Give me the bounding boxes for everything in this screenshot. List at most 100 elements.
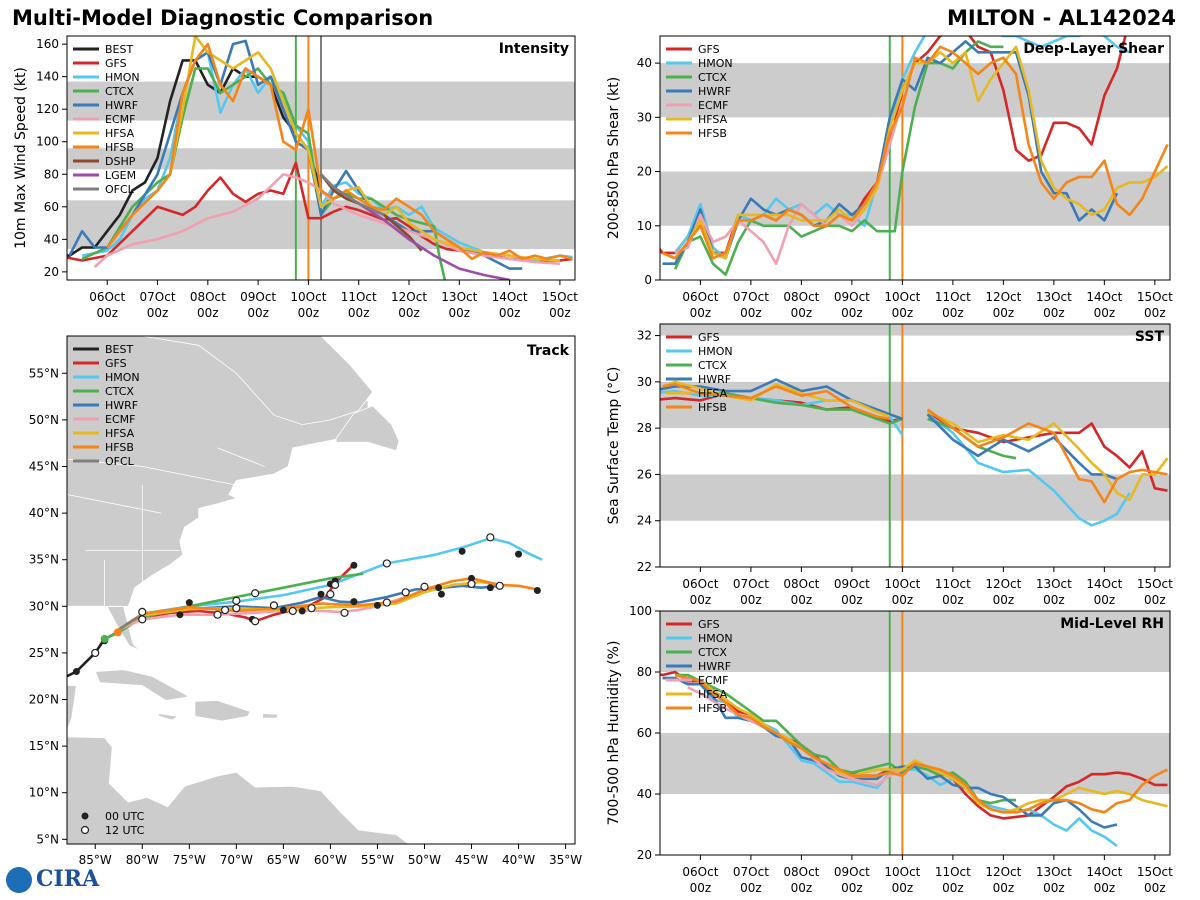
x-tick-label-hour: 00z <box>841 593 863 607</box>
marker-12utc <box>307 604 316 613</box>
series-line-hfsb <box>661 45 1169 260</box>
marker-12utc <box>251 589 260 598</box>
x-tick-label-hour: 00z <box>993 593 1015 607</box>
x-tick-label: 14Oct <box>1086 290 1122 304</box>
rh-band-1 <box>660 611 1170 672</box>
marker-00utc <box>437 590 445 598</box>
legend-label: HWRF <box>105 399 138 412</box>
y-tick-label: 40 <box>637 787 652 801</box>
x-tick-label: 11Oct <box>341 290 377 304</box>
x-tick-label-hour: 00z <box>499 306 521 320</box>
legend-label: ECMF <box>698 674 728 687</box>
marker-12utc <box>232 596 241 605</box>
sst-band-1 <box>660 381 1170 429</box>
y-tick-label: 40 <box>637 56 652 70</box>
series-line-ecmf <box>93 173 560 268</box>
x-tick-label-hour: 00z <box>791 593 813 607</box>
land-8 <box>67 685 410 844</box>
legend-label: DSHP <box>105 155 136 168</box>
marker-12utc <box>331 580 340 589</box>
marker-00utc <box>486 584 494 592</box>
marker-00utc <box>435 584 443 592</box>
x-tick-label: 50°W <box>408 853 441 867</box>
x-tick-label: 06Oct <box>682 865 718 879</box>
y-tick-label: 10°N <box>29 786 59 800</box>
x-tick-label: 60°W <box>314 853 347 867</box>
x-tick-label: 13Oct <box>1036 290 1072 304</box>
y-axis-label: 10m Max Wind Speed (kt) <box>13 67 29 249</box>
y-tick-label: 160 <box>36 37 59 51</box>
marker-00utc <box>72 668 80 676</box>
x-tick-label: 12Oct <box>985 290 1021 304</box>
marker-12utc <box>213 610 222 619</box>
x-tick-label-hour: 00z <box>892 306 914 320</box>
y-tick-label: 80 <box>637 665 652 679</box>
series-line-hfsa <box>674 673 1168 814</box>
legend-label: CTCX <box>698 71 727 84</box>
x-tick-label: 14Oct <box>492 290 528 304</box>
legend-marker-00 <box>81 812 89 820</box>
x-tick-label: 07Oct <box>733 577 769 591</box>
sst-frame <box>659 323 1171 568</box>
x-tick-label-hour: 00z <box>892 881 914 895</box>
x-tick-label-hour: 00z <box>549 306 571 320</box>
x-tick-label-hour: 00z <box>841 881 863 895</box>
marker-12utc <box>288 606 297 616</box>
y-tick-label: 32 <box>637 329 652 343</box>
legend-label: HMON <box>698 345 733 358</box>
x-tick-label: 13Oct <box>1036 865 1072 879</box>
track-panel: 85°W 80°W 75°W 70°W 65°W 60°W 55°W 50°W 45°W 40°W… <box>29 335 582 867</box>
x-tick-label-hour: 00z <box>449 306 471 320</box>
panel-title: Intensity <box>499 41 569 57</box>
legend-label: HFSB <box>105 441 134 454</box>
legend-label: LGEM <box>105 169 136 182</box>
legend-label: HFSA <box>105 127 135 140</box>
y-tick-label: 28 <box>637 421 652 435</box>
y-tick-label: 100 <box>36 135 59 149</box>
marker-00utc <box>533 586 541 594</box>
y-tick-label: 60 <box>637 726 652 740</box>
x-tick-label-hour: 00z <box>690 593 712 607</box>
x-tick-label-hour: 00z <box>147 306 169 320</box>
x-tick-label: 11Oct <box>935 290 971 304</box>
x-tick-label: 08Oct <box>190 290 226 304</box>
y-tick-label: 5°N <box>36 832 59 846</box>
marker-12utc <box>340 608 349 617</box>
legend-label: HWRF <box>698 660 731 673</box>
y-tick-label: 30 <box>637 375 652 389</box>
y-tick-label: 15°N <box>29 739 59 753</box>
x-tick-label: 85°W <box>79 853 112 867</box>
panel-title: Deep-Layer Shear <box>1023 41 1164 57</box>
land-6 <box>157 713 180 721</box>
marker-hfsb <box>113 628 122 637</box>
track-line-hfsa <box>118 580 500 631</box>
y-tick-label: 26 <box>637 467 652 481</box>
y-tick-label: 40 <box>44 232 59 246</box>
marker-12utc <box>382 598 391 607</box>
intensity-series <box>67 36 573 280</box>
y-tick-label: 0 <box>644 273 652 287</box>
legend-label: HFSA <box>698 387 728 400</box>
x-tick-label-hour: 00z <box>740 881 762 895</box>
x-tick-label: 06Oct <box>682 290 718 304</box>
x-tick-label: 15Oct <box>542 290 578 304</box>
series-line-ctcx <box>673 40 1004 276</box>
legend-marker-label: 00 UTC <box>105 810 145 823</box>
marker-12utc <box>401 588 410 597</box>
x-tick-label: 45°W <box>455 853 488 867</box>
shear-series <box>660 36 1169 276</box>
track-frame <box>66 335 576 845</box>
legend-label: GFS <box>698 43 720 56</box>
marker-00utc <box>515 550 523 558</box>
x-tick-label: 07Oct <box>733 290 769 304</box>
y-tick-label: 25°N <box>29 646 59 660</box>
y-tick-label: 30 <box>637 110 652 124</box>
x-tick-label: 08Oct <box>783 865 819 879</box>
x-tick-label-hour: 00z <box>1094 593 1116 607</box>
sst-band-2 <box>660 324 1170 336</box>
x-tick-label-hour: 00z <box>298 306 320 320</box>
marker-12utc <box>251 617 260 626</box>
legend-label: BEST <box>105 343 133 356</box>
x-tick-label-hour: 00z <box>791 881 813 895</box>
